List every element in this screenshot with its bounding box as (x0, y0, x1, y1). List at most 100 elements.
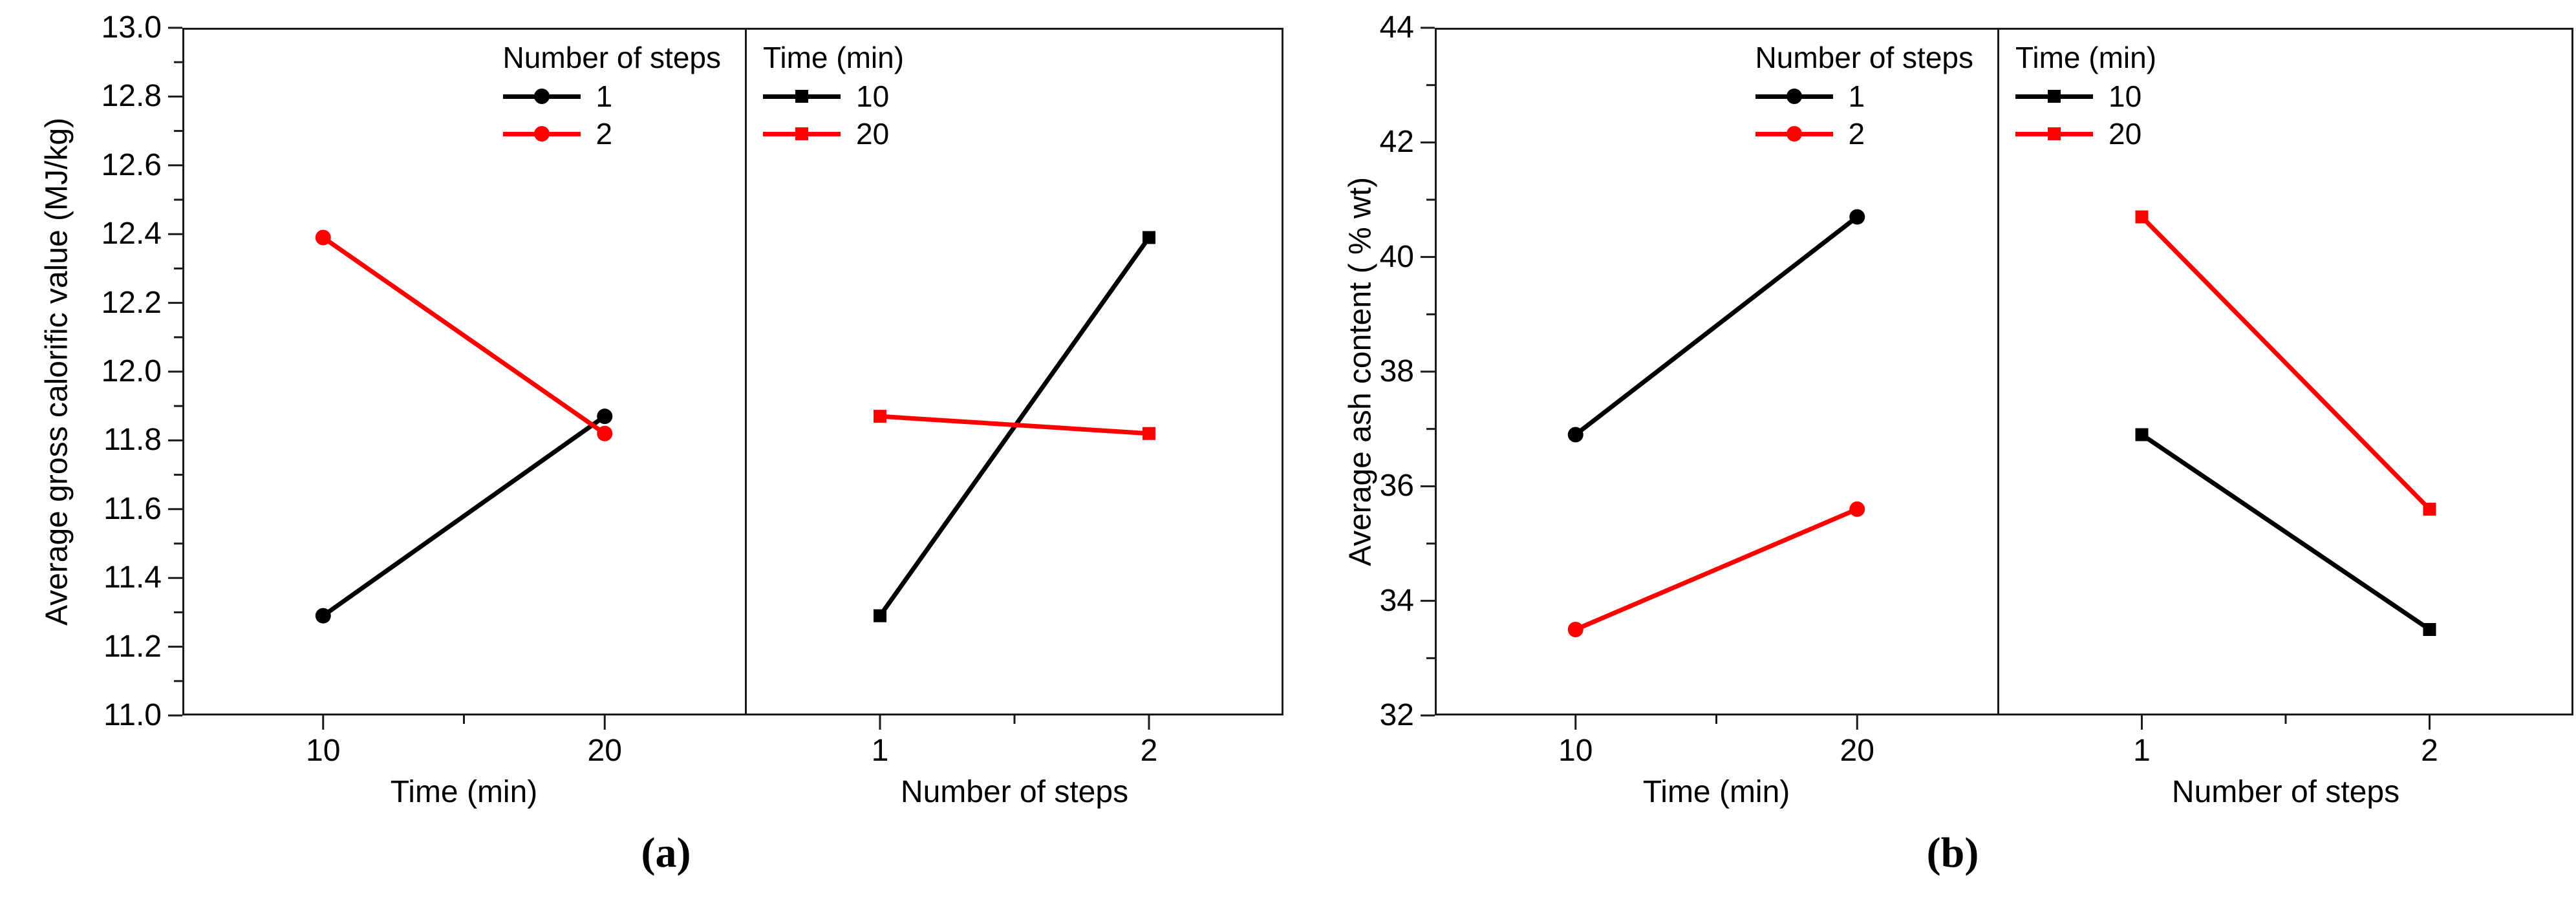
y-tick-label: 32 (1379, 698, 1414, 732)
legend-symbol (502, 89, 581, 104)
series-line (321, 414, 606, 618)
series-line (879, 414, 1150, 436)
y-tick-label: 42 (1379, 125, 1414, 160)
legend-entry-label: 10 (2109, 79, 2142, 113)
series-line (2140, 215, 2431, 511)
panel-caption: (b) (1926, 829, 1979, 876)
legend-marker (533, 89, 550, 104)
legend-entry: 2 (502, 115, 721, 153)
y-tick-label: 11.6 (103, 491, 162, 526)
legend-marker (2048, 90, 2061, 103)
y-tick-label: 13.0 (101, 10, 162, 45)
legend-symbol (2015, 127, 2093, 140)
y-tick-label: 40 (1379, 239, 1414, 274)
legend-symbol (2015, 90, 2093, 103)
y-tick-label: 38 (1379, 354, 1414, 388)
legend-title: Time (min) (2015, 41, 2157, 74)
legend-title: Number of steps (1755, 41, 1973, 74)
x-tick-label: 2 (2421, 734, 2438, 768)
y-tick-label: 44 (1379, 10, 1414, 45)
series-line (1574, 215, 1859, 437)
legend-entry-label: 20 (856, 117, 890, 151)
legend-title: Time (min) (763, 41, 905, 74)
data-point-marker (597, 408, 613, 425)
legend-entry-label: 1 (596, 79, 613, 113)
x-axis-label: Number of steps (900, 775, 1129, 809)
x-axis-label: Time (min) (1642, 775, 1790, 809)
data-point-marker (1849, 209, 1865, 225)
x-tick-label: 20 (587, 734, 622, 768)
y-tick-label: 12.2 (101, 285, 162, 320)
legend-time-min: Time (min) 10 20 (2015, 37, 2156, 153)
x-tick-label: 1 (871, 734, 889, 768)
legend-symbol (763, 127, 841, 140)
series-line (2140, 432, 2431, 631)
plot-canvas (168, 26, 1155, 730)
legend-marker (1786, 126, 1802, 142)
legend-marker (795, 90, 808, 103)
x-tick-label: 10 (1558, 734, 1593, 768)
legend-number-of-steps: Number of steps 1 2 (502, 37, 721, 153)
data-point-marker (1849, 501, 1865, 517)
data-point-marker (1567, 427, 1583, 443)
y-tick-label: 11.0 (103, 698, 162, 732)
data-point-marker (315, 229, 331, 246)
y-tick-label: 11.2 (103, 629, 162, 664)
legend-entry-label: 1 (1848, 79, 1865, 113)
y-tick-label: 12.8 (101, 79, 162, 114)
data-point-marker (1567, 622, 1583, 637)
subplot-divider (745, 28, 747, 715)
y-tick-label: 36 (1379, 469, 1414, 503)
x-tick-label: 2 (1140, 734, 1158, 768)
legend-entry: 10 (763, 78, 904, 115)
data-point-marker (315, 608, 331, 624)
legend-entry: 20 (2015, 115, 2156, 153)
legend-marker (2048, 127, 2061, 140)
panel-caption: (a) (641, 829, 691, 876)
data-point-marker (874, 609, 886, 622)
legend-title: Number of steps (502, 41, 721, 74)
legend-entry: 20 (763, 115, 904, 153)
legend-symbol (502, 126, 581, 142)
legend-entry-label: 20 (2109, 117, 2142, 151)
plot-frame (1435, 28, 2573, 715)
plot-frame (182, 28, 1283, 715)
legend-entry: 1 (1755, 78, 1973, 115)
legend-entry: 1 (502, 78, 721, 115)
data-point-marker (597, 425, 613, 441)
legend-marker (795, 127, 808, 140)
y-tick-label: 34 (1379, 583, 1414, 618)
x-tick-label: 20 (1840, 734, 1874, 768)
legend-time-min: Time (min) 10 20 (763, 37, 904, 153)
subplot-divider (1997, 28, 1999, 715)
legend-symbol (1755, 89, 1833, 104)
data-point-marker (2423, 623, 2436, 636)
y-tick-label: 11.8 (103, 423, 162, 458)
legend-number-of-steps: Number of steps 1 2 (1755, 37, 1973, 153)
legend-entry-label: 10 (856, 79, 890, 113)
data-point-marker (2423, 502, 2436, 516)
series-line (1574, 507, 1858, 632)
y-tick-label: 12.0 (101, 354, 162, 388)
legend-entry: 2 (1755, 115, 1973, 153)
y-tick-label: 12.4 (101, 217, 162, 251)
legend-symbol (763, 90, 841, 103)
x-tick-label: 10 (306, 734, 341, 768)
data-point-marker (2135, 210, 2149, 224)
legend-entry-label: 2 (596, 117, 613, 151)
series-line (321, 235, 606, 436)
legend-symbol (1755, 126, 1833, 142)
x-axis-label: Time (min) (390, 775, 538, 809)
legend-marker (533, 126, 550, 142)
y-tick-label: 12.6 (101, 147, 162, 182)
legend-entry-label: 2 (1848, 117, 1865, 151)
data-point-marker (874, 410, 886, 423)
data-point-marker (1143, 231, 1155, 244)
y-tick-label: 11.4 (103, 560, 162, 595)
data-point-marker (1143, 427, 1155, 440)
x-tick-label: 1 (2133, 734, 2151, 768)
x-axis-label: Number of steps (2171, 775, 2400, 809)
